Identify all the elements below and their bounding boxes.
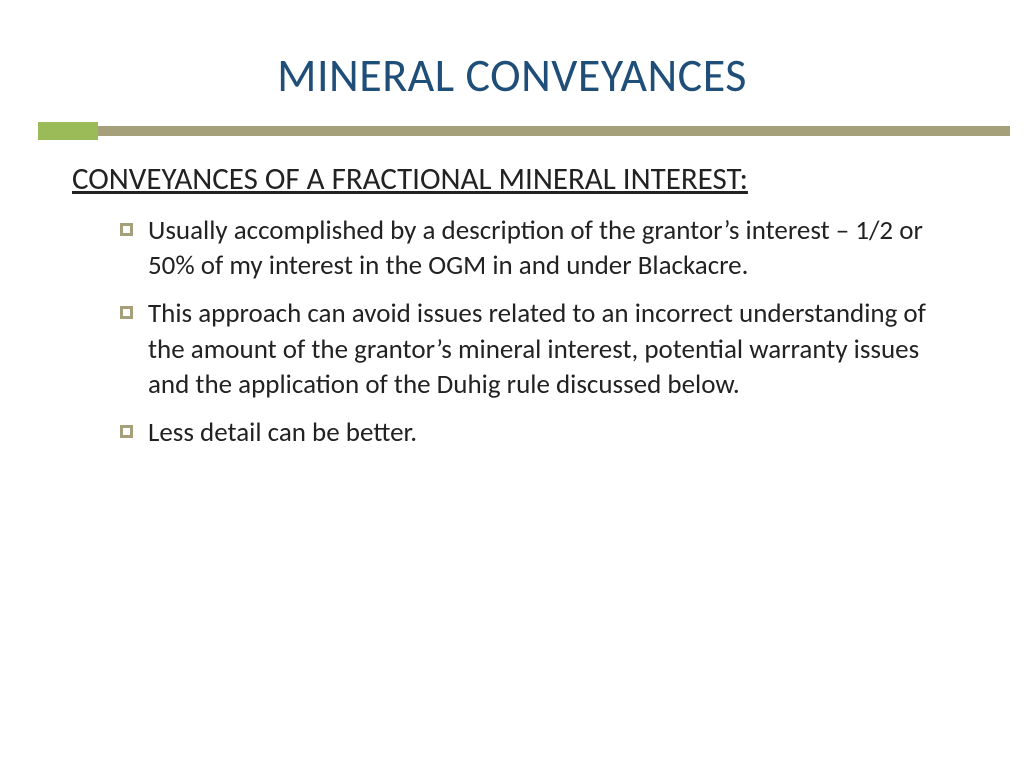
divider	[0, 122, 1024, 132]
content-area: CONVEYANCES OF A FRACTIONAL MINERAL INTE…	[0, 160, 1024, 451]
divider-accent-block	[38, 122, 98, 140]
divider-bar	[98, 126, 1010, 136]
list-item: Usually accomplished by a description of…	[120, 213, 952, 284]
list-item: This approach can avoid issues related t…	[120, 296, 952, 403]
slide-title: MINERAL CONVEYANCES	[0, 0, 1024, 122]
slide: MINERAL CONVEYANCES CONVEYANCES OF A FRA…	[0, 0, 1024, 768]
bullet-list: Usually accomplished by a description of…	[72, 213, 952, 451]
subheading: CONVEYANCES OF A FRACTIONAL MINERAL INTE…	[72, 160, 952, 199]
list-item: Less detail can be better.	[120, 415, 952, 451]
